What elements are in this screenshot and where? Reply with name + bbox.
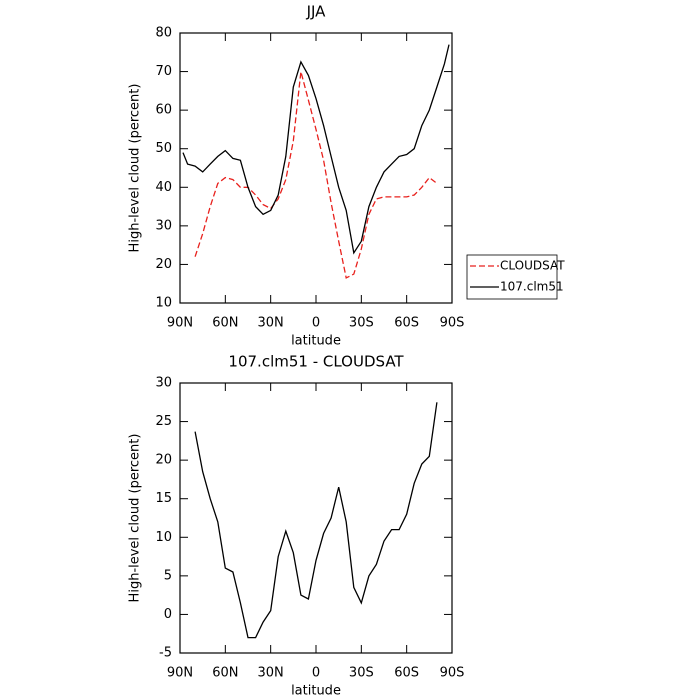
y-tick-label: 30: [155, 376, 172, 391]
x-tick-label: 0: [312, 316, 320, 331]
y-tick-label: 60: [155, 103, 172, 118]
x-tick-label: 30S: [349, 666, 374, 681]
y-tick-label: 25: [155, 414, 172, 429]
data-line: [182, 44, 450, 255]
y-tick-label: 30: [155, 218, 172, 233]
x-tick-label: 90S: [440, 666, 465, 681]
x-tick-label: 0: [312, 666, 320, 681]
y-tick-label: 5: [164, 568, 172, 583]
data-line: [194, 402, 438, 639]
x-axis-label: latitude: [291, 684, 341, 699]
y-tick-label: -5: [159, 646, 172, 661]
y-tick-label: 10: [155, 530, 172, 545]
y-tick-label: 40: [155, 180, 172, 195]
x-tick-label: 60N: [212, 316, 238, 331]
chart-title: 107.clm51 - CLOUDSAT: [228, 353, 404, 371]
x-tick-label: 90S: [440, 316, 465, 331]
x-tick-label: 30N: [258, 666, 284, 681]
x-tick-label: 60S: [394, 666, 419, 681]
plot-frame: [179, 382, 453, 654]
legend-box: [466, 254, 558, 300]
y-tick-label: 70: [155, 64, 172, 79]
legend-label: 107.clm51: [500, 280, 564, 294]
x-tick-label: 30S: [349, 316, 374, 331]
y-tick-label: 50: [155, 141, 172, 156]
y-tick-label: 80: [155, 26, 172, 41]
x-tick-label: 90N: [167, 316, 193, 331]
y-tick-label: 0: [164, 607, 172, 622]
y-tick-label: 10: [155, 296, 172, 311]
x-tick-label: 90N: [167, 666, 193, 681]
x-axis-label: latitude: [291, 334, 341, 349]
y-tick-label: 20: [155, 453, 172, 468]
x-tick-label: 60N: [212, 666, 238, 681]
x-tick-label: 60S: [394, 316, 419, 331]
y-tick-label: 20: [155, 257, 172, 272]
data-line: [194, 71, 438, 279]
plot-frame: [179, 32, 453, 304]
legend-label: CLOUDSAT: [500, 259, 565, 273]
y-axis-label: High-level cloud (percent): [128, 434, 143, 603]
x-tick-label: 30N: [258, 316, 284, 331]
chart-title: JJA: [306, 3, 327, 21]
y-axis-label: High-level cloud (percent): [128, 84, 143, 253]
y-tick-label: 15: [155, 491, 172, 506]
